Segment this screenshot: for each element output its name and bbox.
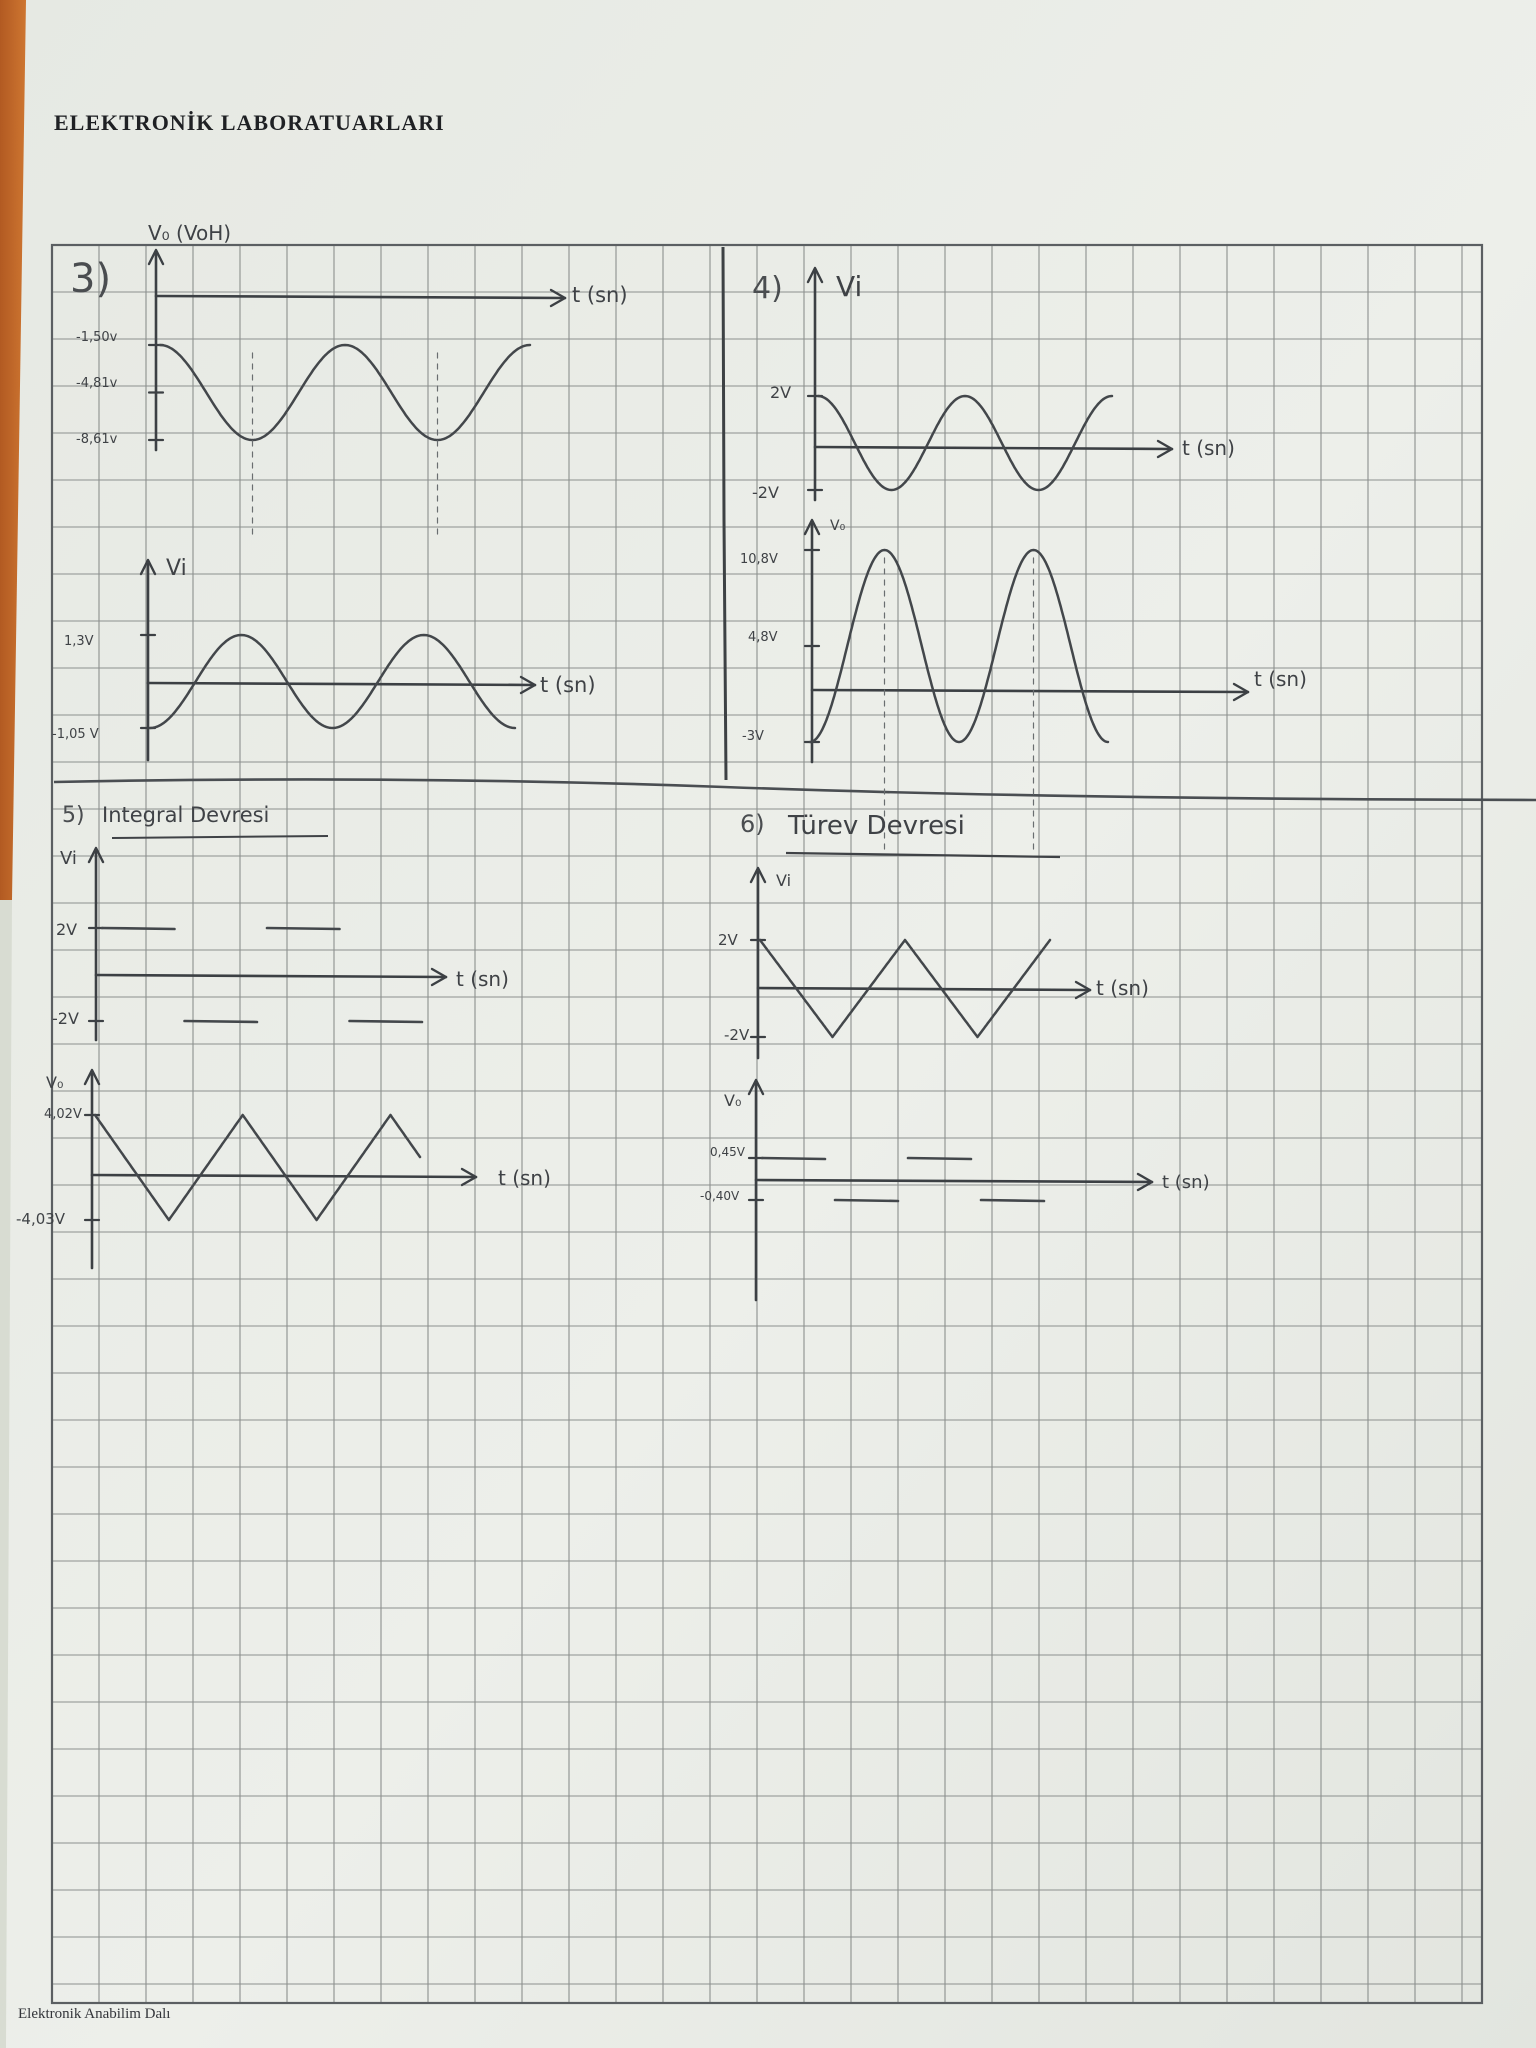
s3-top-ylabel: V₀ (VoH) [148,221,231,245]
s3-bottom-ylabel: Vi [166,556,187,581]
section-5-number: 5) [62,803,85,828]
section-5-title: Integral Devresi [102,803,269,827]
y-axis-arrow [803,518,821,536]
grid-frame [50,243,1484,2005]
s4-top-tick-1: 2V [770,383,791,402]
x-axis-arrow [519,675,537,695]
s6-top-tick-1: 2V [718,931,739,949]
x-axis-arrow [1156,439,1174,459]
x-axis-arrow [549,288,567,308]
document-footer: Elektronik Anabilim Dalı [18,2006,171,2022]
waveform-sine [148,633,517,730]
section-5-title-underline [111,835,329,839]
waveform-sine [816,394,1114,492]
s3-bottom-xlabel: t (sn) [540,673,596,697]
waveform-sine [158,343,532,442]
waveform-square-segment [760,1156,827,1161]
x-axis-arrow [430,967,448,987]
s4-bottom-ylabel: V₀ [830,518,846,534]
section-4-number: 4) [752,271,783,306]
x-axis [756,986,1092,992]
document-header: ELEKTRONİK LABORATUARLARI [54,110,445,135]
x-axis [154,294,567,300]
y-axis-arrow [87,846,105,864]
x-axis [813,445,1174,451]
waveform-triangle [93,1113,422,1222]
s6-bottom-tick-2: -0,40V [700,1189,740,1203]
paper [6,0,1536,2048]
s5-top-tick-1: 2V [56,920,77,939]
s5-top-ylabel: Vi [60,848,77,869]
s6-top-ylabel: Vi [776,871,791,890]
section-6-title-underline [785,851,1061,859]
s6-bottom-ylabel: V₀ [724,1091,741,1110]
waveform-square-segment [348,1019,424,1024]
y-axis-arrow [147,248,165,266]
graph-grid [52,245,1482,2003]
waveform-square-segment [906,1156,973,1161]
x-axis-arrow [1136,1172,1154,1192]
vertical-divider [721,246,728,781]
waveform-square-segment [979,1198,1046,1203]
y-axis-arrow [749,866,767,884]
s5-bottom-ylabel: V₀ [46,1073,63,1092]
s5-top-tick-2: -2V [52,1009,79,1028]
s5-bottom-tick-2: -4,03V [16,1210,66,1228]
y-axis-arrow [806,266,824,284]
s5-bottom-xlabel: t (sn) [498,1166,551,1190]
s3-top-tick-1: -1,50v [76,330,118,345]
y-axis-arrow [139,558,157,576]
y-axis-arrow [747,1078,765,1096]
s3-top-tick-3: -8,61v [76,432,118,447]
s4-bottom-tick-2: 4,8V [748,630,778,645]
s4-top-ylabel: Vi [836,270,862,303]
s4-top-xlabel: t (sn) [1182,436,1235,460]
x-axis [754,1178,1154,1184]
s4-bottom-xlabel: t (sn) [1254,667,1307,691]
section-6-title: Türev Devresi [787,811,965,841]
waveform-square-segment [833,1198,900,1203]
y-axis-arrow [83,1068,101,1086]
waveform-sine [808,548,1110,744]
waveform-triangle [758,938,1052,1039]
section-6-number: 6) [740,810,765,838]
waveform-square-segment [265,926,341,931]
s5-bottom-tick-1: 4,02V [44,1107,82,1122]
s6-bottom-tick-1: 0,45V [710,1145,746,1159]
section-3-number: 3) [70,256,111,302]
s3-bottom-tick-1: 1,3V [64,634,94,649]
s3-bottom-tick-2: -1,05 V [52,727,99,742]
s4-bottom-tick-3: -3V [742,729,764,744]
s5-top-xlabel: t (sn) [456,967,509,991]
s3-top-tick-2: -4,81v [76,376,118,391]
s6-top-tick-2: -2V [724,1026,750,1044]
waveform-square-segment [100,926,176,931]
s4-top-tick-2: -2V [752,483,779,502]
s6-bottom-xlabel: t (sn) [1162,1172,1210,1193]
x-axis-arrow [1232,682,1250,702]
x-axis-arrow [1074,980,1092,1000]
x-axis [90,1173,478,1179]
s3-top-xlabel: t (sn) [572,283,628,307]
horizontal-divider [53,778,1536,802]
x-axis-arrow [460,1167,478,1187]
waveform-square-segment [183,1019,259,1024]
x-axis [94,973,448,979]
s6-top-xlabel: t (sn) [1096,976,1149,1000]
s4-bottom-tick-1: 10,8V [740,552,778,567]
